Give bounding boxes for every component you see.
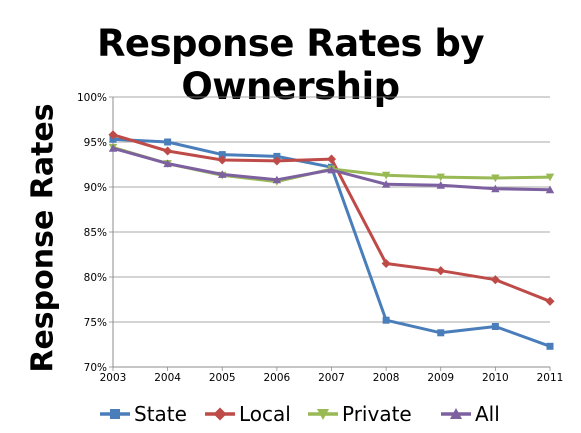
data-point-private xyxy=(436,173,445,182)
gridlines xyxy=(113,96,550,323)
data-point-state xyxy=(491,323,499,330)
x-tick-label: 2003 xyxy=(100,372,127,384)
x-tick-label: 2004 xyxy=(154,372,181,384)
data-point-all xyxy=(272,175,282,184)
x-tick-label: 2011 xyxy=(537,372,564,384)
data-point-private xyxy=(491,174,500,183)
data-point-all xyxy=(327,165,336,174)
data-point-all xyxy=(218,170,227,178)
legend-label-state: State xyxy=(134,402,187,426)
legend-label-private: Private xyxy=(342,402,412,426)
data-point-all xyxy=(491,184,500,193)
legend-item-private: Private xyxy=(308,402,412,426)
y-tick-label: 70% xyxy=(84,362,107,374)
x-tick-label: 2009 xyxy=(427,372,454,384)
data-point-state xyxy=(546,342,554,350)
data-point-private xyxy=(545,173,555,182)
legend-marker-all xyxy=(450,408,462,419)
series-layer xyxy=(108,130,555,350)
data-point-all xyxy=(381,180,391,188)
data-point-state xyxy=(218,151,226,159)
legend-label-all: All xyxy=(475,402,500,426)
legend-item-state: State xyxy=(100,402,187,426)
data-point-local xyxy=(490,275,500,285)
data-point-local xyxy=(545,296,555,306)
data-point-all xyxy=(108,144,118,152)
legend-marker-local xyxy=(213,407,227,421)
data-point-local xyxy=(326,154,337,164)
data-point-local xyxy=(436,266,446,276)
legend-marker-private xyxy=(317,409,329,420)
data-point-local xyxy=(217,155,227,165)
x-tick-label: 2006 xyxy=(264,372,291,384)
data-point-state xyxy=(382,316,390,324)
x-tick-label: 2010 xyxy=(482,372,509,384)
y-tick-label: 85% xyxy=(84,227,107,239)
data-point-all xyxy=(436,181,445,189)
legend: State Local Private All xyxy=(100,402,500,426)
data-point-private xyxy=(381,171,391,180)
series-local xyxy=(108,130,555,306)
data-point-state xyxy=(164,138,172,146)
x-tick-label: 2008 xyxy=(373,372,400,384)
axes: 70% 75% 80% 85% 90% 95% 100% 2003 2004 2005 2006 20… xyxy=(77,92,563,384)
legend-item-local: Local xyxy=(205,402,291,426)
data-point-state xyxy=(437,329,445,337)
series-all xyxy=(108,144,555,194)
x-tick-label: 2007 xyxy=(318,372,345,384)
data-point-local xyxy=(163,146,173,156)
x-tick-label: 2005 xyxy=(209,372,236,384)
legend-item-all: All xyxy=(441,402,500,426)
y-tick-label: 95% xyxy=(84,137,107,149)
y-tick-label: 100% xyxy=(77,92,107,104)
data-point-local xyxy=(381,258,391,269)
data-point-local xyxy=(108,130,118,140)
data-point-all xyxy=(163,159,172,168)
y-tick-label: 80% xyxy=(84,272,107,284)
legend-label-local: Local xyxy=(239,402,291,426)
y-tick-label: 90% xyxy=(84,182,107,194)
chart-title: Response Rates by Ownership xyxy=(96,22,485,108)
data-point-all xyxy=(545,185,555,194)
legend-marker-state xyxy=(110,409,120,419)
data-point-local xyxy=(272,156,282,166)
y-tick-label: 75% xyxy=(84,317,107,329)
